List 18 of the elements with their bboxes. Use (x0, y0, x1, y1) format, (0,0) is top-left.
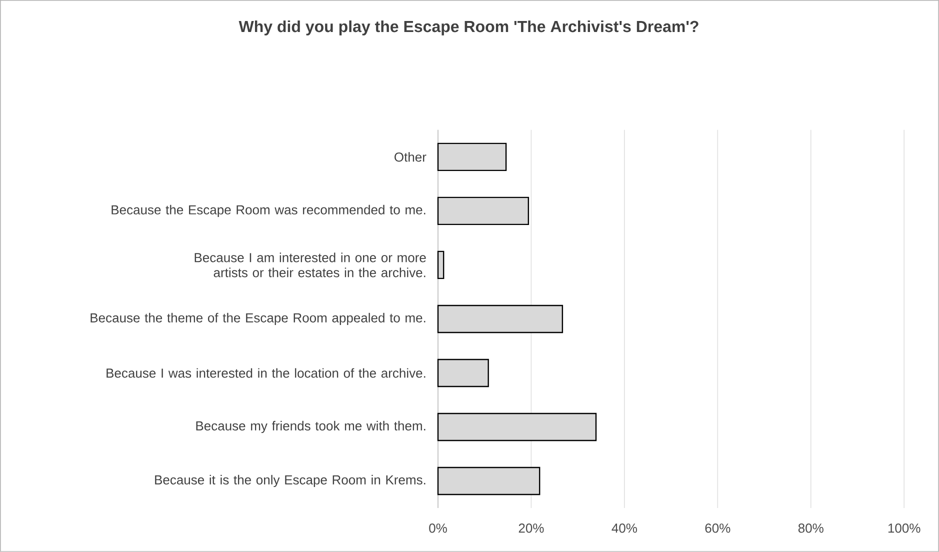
y-tick-label: Because the Escape Room was recommended to me. (112, 204, 426, 218)
x-tick-label: 60% (705, 524, 730, 533)
x-tick-label: 0% (429, 524, 447, 533)
bar (437, 250, 444, 280)
chart-title: Why did you play the Escape Room 'The Archivist's Dream'? (238, 20, 698, 36)
bar (437, 142, 507, 172)
y-tick-label: Because I am interested in one or more artists or their estates in the archive. (194, 252, 426, 278)
y-tick-label: Because it is the only Escape Room in Krems. (155, 474, 426, 488)
y-tick-label: Other (394, 152, 426, 162)
bar (437, 196, 530, 226)
y-tick-label: Because my friends took me with them. (196, 420, 426, 434)
x-tick-label: 20% (518, 524, 544, 533)
x-tick-label: 100% (888, 524, 920, 533)
x-tick-label: 80% (798, 524, 824, 533)
y-tick-label: Because the theme of the Escape Room appealed to me. (90, 312, 426, 326)
x-tick-label: 40% (612, 524, 637, 533)
y-tick-label: Because I was interested in the location of the archive. (106, 368, 426, 378)
bar (437, 358, 489, 388)
